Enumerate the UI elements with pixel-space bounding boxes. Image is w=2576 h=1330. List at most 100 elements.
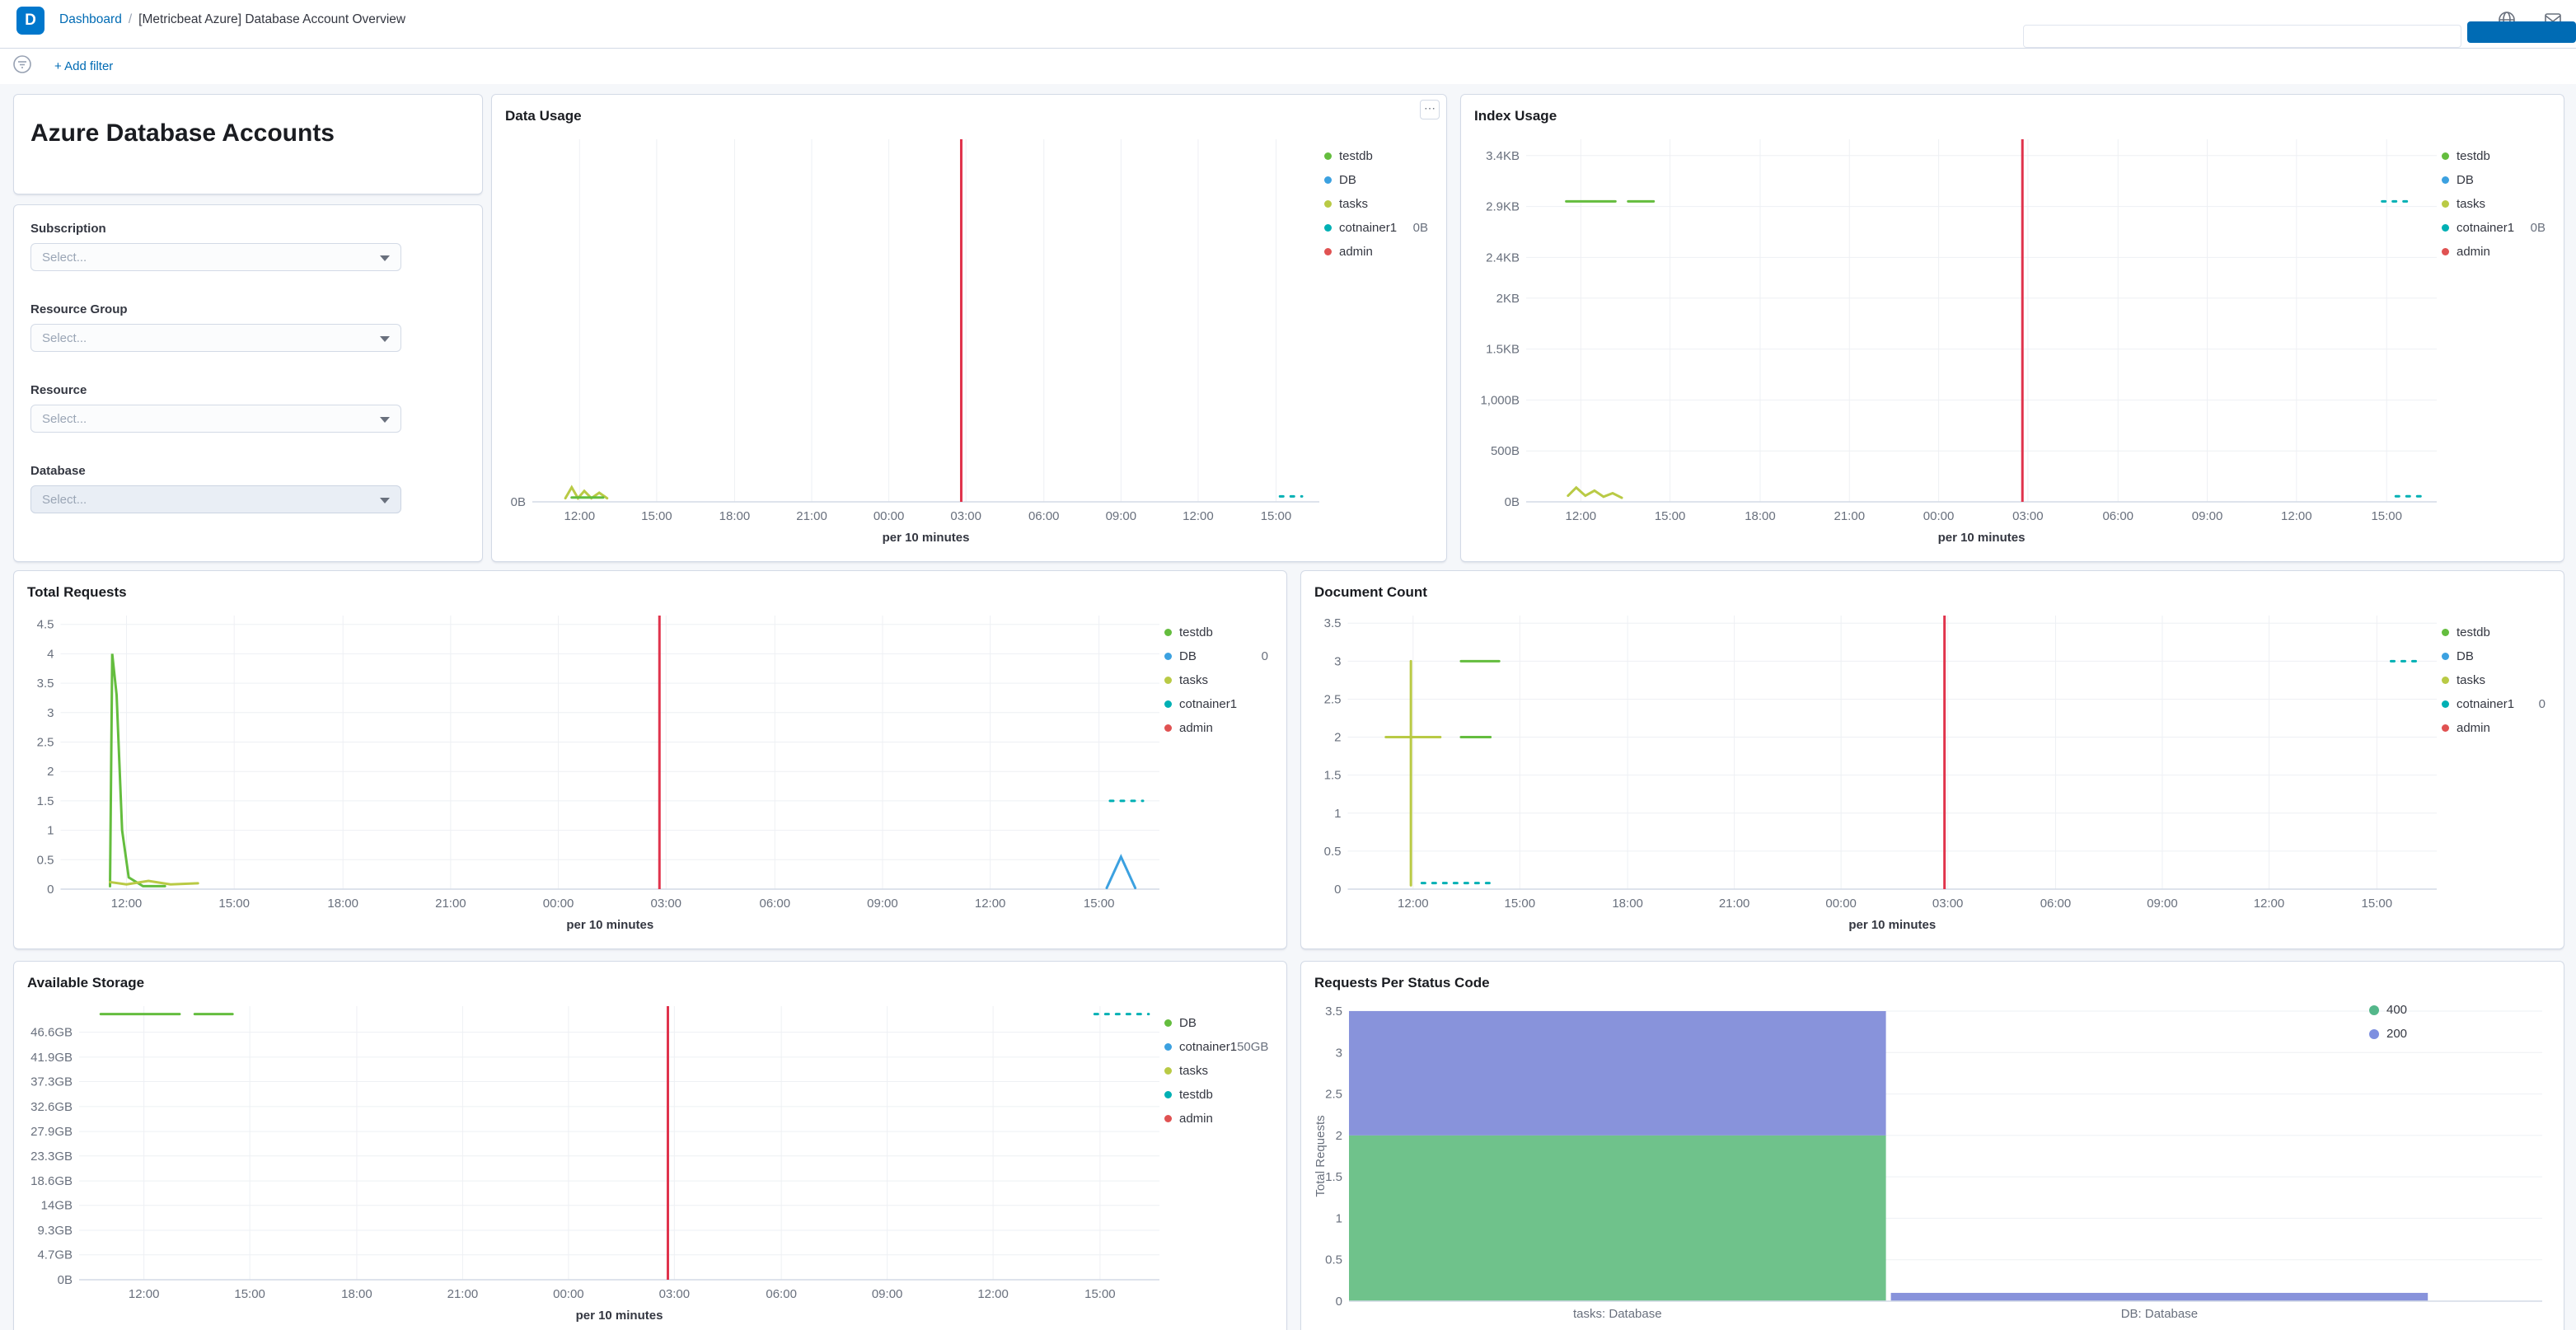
legend-item[interactable]: testdb [2442, 144, 2550, 168]
add-filter-button[interactable]: + Add filter [54, 59, 114, 73]
svg-text:12:00: 12:00 [2281, 509, 2312, 523]
resource-label: Resource [30, 383, 87, 397]
legend-item[interactable]: testdb [1164, 621, 1273, 644]
legend-label: testdb [2457, 149, 2490, 163]
panel-markdown: Azure Database Accounts [13, 94, 483, 194]
legend-color-dot [2442, 248, 2449, 255]
svg-text:12:00: 12:00 [1398, 897, 1429, 911]
svg-text:00:00: 00:00 [553, 1287, 584, 1301]
legend-label: DB [1179, 1016, 1197, 1030]
breadcrumb-dashboard-link[interactable]: Dashboard [59, 12, 122, 26]
legend-item[interactable]: 200 [2369, 1022, 2448, 1046]
chart-title: Data Usage [505, 108, 582, 124]
app-logo[interactable]: D [16, 7, 44, 35]
svg-text:09:00: 09:00 [2147, 897, 2178, 911]
svg-text:03:00: 03:00 [2012, 509, 2044, 523]
svg-text:15:00: 15:00 [1505, 897, 1536, 911]
subscription-select[interactable]: Select... [30, 243, 401, 271]
svg-text:per 10 minutes: per 10 minutes [1938, 531, 2026, 545]
database-select[interactable]: Select... [30, 485, 401, 513]
data-usage-legend: testdb DB tasks cotnainer1 0B admin [1324, 133, 1433, 548]
svg-text:2: 2 [1334, 731, 1341, 745]
chevron-down-icon [380, 417, 390, 423]
legend-color-dot [1324, 176, 1332, 184]
svg-text:4.5: 4.5 [37, 618, 54, 632]
date-picker[interactable] [2023, 25, 2461, 48]
resource-select[interactable]: Select... [30, 405, 401, 433]
breadcrumb: Dashboard / [Metricbeat Azure] Database … [59, 0, 405, 40]
legend-item[interactable]: tasks [1164, 668, 1273, 692]
legend-label: cotnainer1 [2457, 697, 2515, 711]
chevron-down-icon [380, 255, 390, 261]
available-storage-legend: DB cotnainer1 50GB tasks testdb admin [1164, 1000, 1273, 1326]
svg-text:0: 0 [47, 883, 54, 897]
legend-item[interactable]: admin [1164, 1107, 1273, 1131]
legend-label: DB [2457, 649, 2474, 663]
legend-item[interactable]: DB [2442, 644, 2550, 668]
legend-color-dot [1324, 200, 1332, 208]
index-usage-legend: testdb DB tasks cotnainer1 0B admin [2442, 133, 2550, 548]
legend-item[interactable]: testdb [1164, 1083, 1273, 1107]
resource-placeholder: Select... [42, 411, 87, 426]
filter-icon[interactable] [12, 54, 33, 79]
legend-color-dot [2442, 653, 2449, 660]
chevron-down-icon [380, 336, 390, 342]
legend-label: admin [2457, 245, 2490, 259]
legend-value: 0 [2538, 697, 2546, 711]
svg-text:1: 1 [1334, 807, 1341, 821]
legend-item[interactable]: tasks [1324, 192, 1433, 216]
svg-text:0: 0 [1336, 1295, 1342, 1309]
legend-color-dot [1164, 1091, 1172, 1098]
panel-options-button[interactable]: ⋯ [1420, 100, 1440, 119]
index-usage-chart: 12:00 15:00 18:00 21:00 00:00 03:00 06:00 09:00… [1474, 133, 2442, 548]
legend-color-dot [1164, 1067, 1172, 1075]
svg-text:Total Requests: Total Requests [1314, 1115, 1328, 1197]
svg-text:41.9GB: 41.9GB [30, 1051, 73, 1065]
legend-color-dot [1164, 724, 1172, 732]
chart-title: Available Storage [27, 975, 145, 990]
svg-text:06:00: 06:00 [766, 1287, 797, 1301]
requests-per-status-code-legend: 400 200 [2369, 998, 2448, 1046]
legend-item[interactable]: cotnainer1 0B [1324, 216, 1433, 240]
legend-item[interactable]: tasks [2442, 192, 2550, 216]
svg-text:12:00: 12:00 [977, 1287, 1009, 1301]
legend-item[interactable]: admin [1324, 240, 1433, 264]
legend-item[interactable]: 400 [2369, 998, 2448, 1022]
svg-text:15:00: 15:00 [2362, 897, 2393, 911]
legend-item[interactable]: cotnainer1 [1164, 692, 1273, 716]
legend-item[interactable]: DB [2442, 168, 2550, 192]
legend-item[interactable]: admin [2442, 240, 2550, 264]
legend-item[interactable]: tasks [1164, 1059, 1273, 1083]
legend-color-dot [1164, 700, 1172, 708]
svg-text:15:00: 15:00 [1084, 1287, 1116, 1301]
svg-text:12:00: 12:00 [1566, 509, 1597, 523]
legend-item[interactable]: admin [1164, 716, 1273, 740]
svg-text:32.6GB: 32.6GB [30, 1100, 73, 1114]
svg-text:1,000B: 1,000B [1480, 393, 1520, 407]
app-header: D Dashboard / [Metricbeat Azure] Databas… [0, 0, 2576, 49]
resource-group-select[interactable]: Select... [30, 324, 401, 352]
legend-item[interactable]: DB [1324, 168, 1433, 192]
legend-item[interactable]: cotnainer1 0 [2442, 692, 2550, 716]
legend-item[interactable]: admin [2442, 716, 2550, 740]
legend-label: tasks [2457, 197, 2486, 211]
legend-item[interactable]: DB [1164, 1011, 1273, 1035]
update-button[interactable] [2467, 21, 2576, 43]
legend-item[interactable]: testdb [2442, 621, 2550, 644]
svg-text:21:00: 21:00 [447, 1287, 479, 1301]
legend-item[interactable]: cotnainer1 0B [2442, 216, 2550, 240]
chart-title: Index Usage [1474, 108, 1557, 124]
legend-color-dot [1164, 677, 1172, 684]
svg-text:18:00: 18:00 [1745, 509, 1776, 523]
svg-text:21:00: 21:00 [435, 897, 466, 911]
legend-item[interactable]: testdb [1324, 144, 1433, 168]
legend-label: DB [1339, 173, 1356, 187]
svg-text:18:00: 18:00 [719, 509, 751, 523]
legend-label: testdb [2457, 625, 2490, 639]
legend-item[interactable]: DB 0 [1164, 644, 1273, 668]
svg-text:15:00: 15:00 [641, 509, 672, 523]
legend-item[interactable]: tasks [2442, 668, 2550, 692]
svg-text:15:00: 15:00 [1261, 509, 1292, 523]
legend-value: 0 [1261, 649, 1268, 663]
legend-item[interactable]: cotnainer1 50GB [1164, 1035, 1273, 1059]
